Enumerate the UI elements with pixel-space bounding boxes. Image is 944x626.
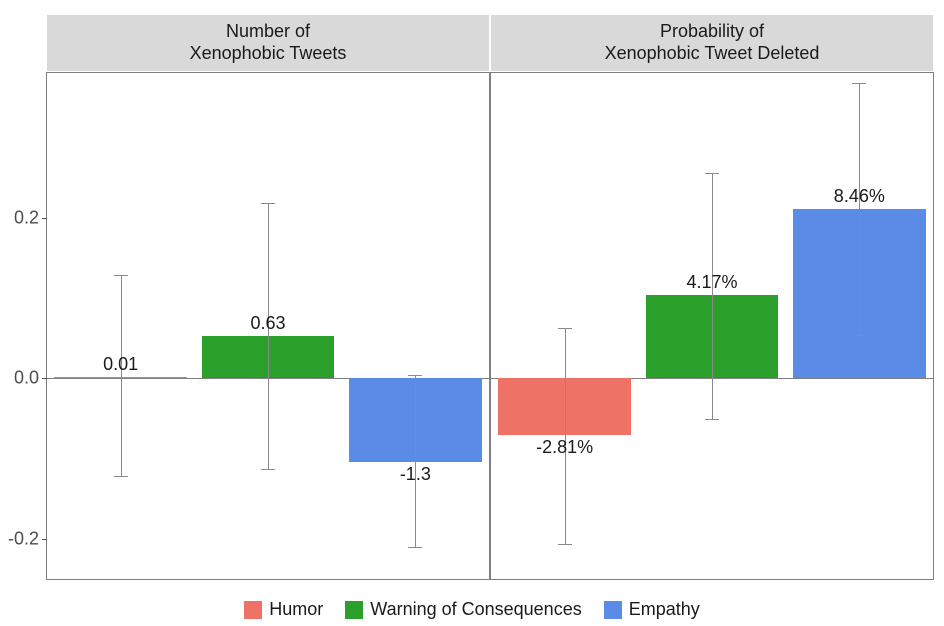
errorbar-cap <box>261 469 275 470</box>
panel-title-line2: Xenophobic Tweet Deleted <box>605 43 820 63</box>
errorbar <box>415 375 416 547</box>
plot-area: Number of Xenophobic Tweets -0.20.00.20.… <box>46 14 934 580</box>
errorbar-cap <box>114 275 128 276</box>
errorbar <box>859 83 860 335</box>
legend-item-warning: Warning of Consequences <box>345 599 581 620</box>
errorbar <box>268 203 269 469</box>
bar-label: -1.3 <box>400 464 431 485</box>
legend-swatch-warning <box>345 601 363 619</box>
y-tick-label: -0.2 <box>8 528 39 549</box>
errorbar-cap <box>558 328 572 329</box>
panel-left: Number of Xenophobic Tweets -0.20.00.20.… <box>46 14 490 580</box>
y-tick <box>42 218 47 219</box>
legend-label: Warning of Consequences <box>370 599 581 620</box>
errorbar-cap <box>261 203 275 204</box>
y-tick-label: 0.0 <box>14 368 39 389</box>
errorbar-cap <box>705 173 719 174</box>
legend-item-humor: Humor <box>244 599 323 620</box>
bar-label: 4.17% <box>686 272 737 293</box>
errorbar-cap <box>558 544 572 545</box>
legend: Humor Warning of Consequences Empathy <box>0 599 944 620</box>
grid-left: -0.20.00.20.010.63-1.3 <box>46 72 490 580</box>
errorbar <box>565 328 566 543</box>
errorbar <box>121 275 122 476</box>
panel-title-line1: Number of <box>226 21 310 41</box>
panel-title-line2: Xenophobic Tweets <box>190 43 347 63</box>
errorbar <box>712 173 713 419</box>
bar-label: 8.46% <box>834 186 885 207</box>
errorbar-cap <box>705 419 719 420</box>
errorbar-cap <box>408 375 422 376</box>
legend-label: Humor <box>269 599 323 620</box>
errorbar-cap <box>114 476 128 477</box>
y-tick <box>42 378 47 379</box>
legend-item-empathy: Empathy <box>604 599 700 620</box>
errorbar-cap <box>852 83 866 84</box>
legend-label: Empathy <box>629 599 700 620</box>
panel-right: Probability of Xenophobic Tweet Deleted … <box>490 14 934 580</box>
panel-title-right: Probability of Xenophobic Tweet Deleted <box>490 14 934 72</box>
panel-title-line1: Probability of <box>660 21 764 41</box>
bar-label: 0.01 <box>103 354 138 375</box>
figure: Number of Xenophobic Tweets -0.2 0.0 0.2 0.… <box>0 0 944 626</box>
grid-right: -2.81% 4.17% 8.46% <box>490 72 934 580</box>
legend-swatch-empathy <box>604 601 622 619</box>
errorbar-cap <box>408 547 422 548</box>
bar-label: -2.81% <box>536 437 593 458</box>
errorbar-cap <box>852 335 866 336</box>
panel-title-left: Number of Xenophobic Tweets <box>46 14 490 72</box>
legend-swatch-humor <box>244 601 262 619</box>
y-tick-label: 0.2 <box>14 207 39 228</box>
bar-label: 0.63 <box>250 313 285 334</box>
y-tick <box>42 539 47 540</box>
